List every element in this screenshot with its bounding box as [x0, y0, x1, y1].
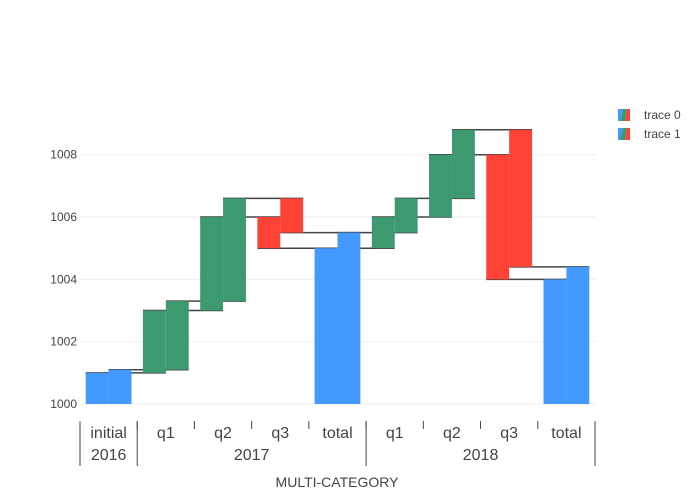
x-tick-label: initial: [90, 425, 126, 442]
waterfall-bar: [85, 372, 109, 404]
waterfall-bar: [223, 198, 246, 302]
x-tick-label: q3: [500, 425, 518, 442]
x-tick-label: q3: [271, 425, 289, 442]
x-tick-label: q2: [443, 425, 461, 442]
x-tick-label: q1: [386, 425, 404, 442]
waterfall-bar: [543, 279, 567, 404]
waterfall-bar: [451, 129, 475, 199]
x-axis: initial q1 q2 q3 total q1 q2 q3 total 2016 2017 201…: [79, 421, 596, 466]
x-axis-title: MULTI-CATEGORY: [276, 474, 400, 490]
waterfall-bar: [280, 198, 304, 233]
waterfall-bar: [337, 232, 361, 404]
legend-swatch-icon: [618, 109, 630, 121]
legend-item[interactable]: trace 1: [618, 127, 681, 141]
waterfall-bar: [429, 154, 452, 218]
y-tick-label: 1008: [50, 148, 77, 162]
x-tick-label: q2: [214, 425, 232, 442]
legend: trace 0 trace 1: [618, 108, 681, 141]
waterfall-bar: [142, 310, 166, 373]
waterfall-bar: [314, 248, 338, 404]
bars: [85, 129, 590, 404]
x-outer-label: 2016: [91, 447, 127, 464]
waterfall-bar: [566, 266, 590, 404]
y-tick-label: 1000: [50, 397, 77, 411]
waterfall-bar: [509, 129, 533, 267]
x-tick-label: q1: [157, 425, 175, 442]
y-axis: 1000 1002 1004 1006 1008: [50, 148, 77, 411]
waterfall-bar: [371, 217, 395, 249]
waterfall-bar: [200, 217, 224, 311]
y-tick-label: 1004: [50, 272, 77, 286]
legend-label: trace 1: [644, 127, 681, 141]
x-tick-label: total: [322, 425, 352, 442]
legend-item[interactable]: trace 0: [618, 108, 681, 122]
legend-label: trace 0: [644, 108, 681, 122]
waterfall-bar: [394, 198, 418, 233]
waterfall-bar: [257, 217, 281, 249]
x-tick-label: total: [551, 425, 581, 442]
waterfall-bar: [108, 369, 132, 404]
waterfall-bar: [165, 301, 189, 370]
x-outer-label: 2017: [234, 447, 270, 464]
y-tick-label: 1002: [50, 335, 77, 349]
y-tick-label: 1006: [50, 210, 77, 224]
x-outer-label: 2018: [463, 447, 499, 464]
legend-swatch-icon: [618, 128, 630, 140]
waterfall-bar: [486, 154, 510, 280]
